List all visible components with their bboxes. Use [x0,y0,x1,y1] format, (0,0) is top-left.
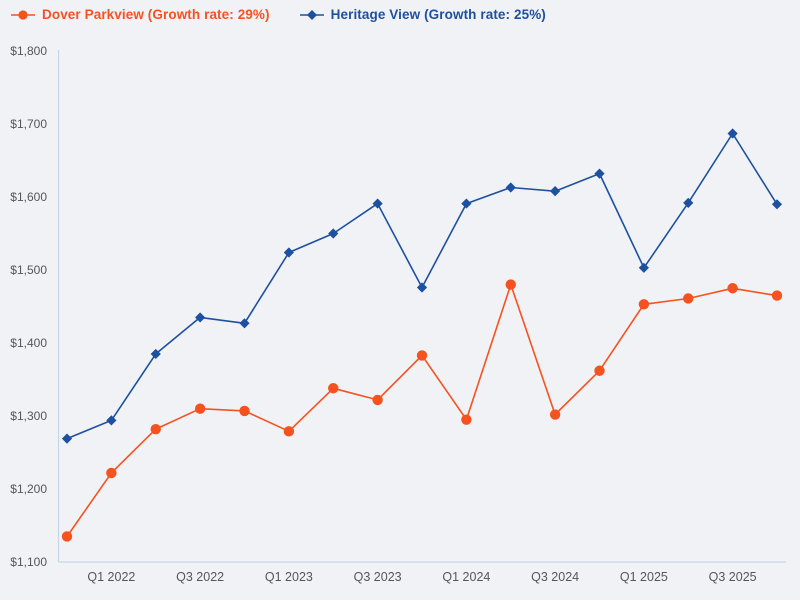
data-point[interactable] [61,433,73,444]
data-point[interactable] [594,168,605,179]
data-point[interactable] [61,531,73,542]
data-point[interactable] [416,282,428,293]
data-point[interactable] [283,247,294,258]
data-point[interactable] [771,290,783,301]
data-point[interactable] [505,182,516,193]
y-tick-label: $1,400 [10,336,47,350]
x-tick-label: Q1 2022 [87,570,135,584]
data-point[interactable] [594,365,605,376]
data-point[interactable] [683,293,694,304]
x-tick-label: Q1 2025 [620,570,668,584]
y-tick-label: $1,800 [10,44,47,58]
line-diamond-marker-icon [299,9,324,20]
line-circle-marker-icon [11,9,35,20]
data-point[interactable] [239,405,250,417]
x-tick-label: Q1 2023 [265,570,313,584]
data-point[interactable] [505,279,516,290]
data-point[interactable] [106,467,117,479]
x-tick-label: Q3 2022 [176,570,224,584]
y-tick-label: $1,600 [10,190,47,204]
data-point[interactable] [416,350,428,361]
data-point[interactable] [683,197,694,208]
data-point[interactable] [150,423,161,435]
data-point[interactable] [638,299,650,310]
data-point[interactable] [372,198,383,209]
y-tick-label: $1,100 [10,555,47,569]
y-tick-label: $1,500 [10,263,47,277]
x-tick-label: Q3 2023 [354,570,402,584]
x-tick-label: Q1 2024 [442,570,490,584]
legend-item-heritage-view[interactable]: Heritage View (Growth rate: 25%) [299,7,546,22]
data-point[interactable] [328,383,339,394]
legend-item-dover-parkview[interactable]: Dover Parkview (Growth rate: 29%) [11,7,270,22]
data-point[interactable] [727,128,738,139]
data-point[interactable] [150,348,161,360]
legend-label-heritage-view: Heritage View (Growth rate: 25%) [330,7,546,22]
data-point[interactable] [195,312,206,323]
y-tick-label: $1,200 [10,482,47,496]
data-point[interactable] [771,199,783,210]
data-point[interactable] [461,414,472,425]
data-point[interactable] [106,415,117,426]
data-point[interactable] [283,426,295,437]
chart-legend: Dover Parkview (Growth rate: 29%) Herita… [11,7,546,22]
y-tick-label: $1,300 [10,409,47,423]
data-point[interactable] [727,283,738,294]
data-point[interactable] [549,409,561,420]
data-point[interactable] [372,394,383,406]
series-line-dover-parkview [66,283,778,537]
x-tick-label: Q3 2024 [531,570,579,584]
data-point[interactable] [194,403,206,414]
x-tick-label: Q3 2025 [709,570,757,584]
legend-label-dover-parkview: Dover Parkview (Growth rate: 29%) [42,7,270,22]
data-point[interactable] [638,262,649,273]
data-point[interactable] [461,198,472,209]
data-point[interactable] [550,186,561,197]
data-point[interactable] [328,228,339,239]
y-tick-label: $1,700 [10,117,47,131]
data-point[interactable] [239,318,250,329]
